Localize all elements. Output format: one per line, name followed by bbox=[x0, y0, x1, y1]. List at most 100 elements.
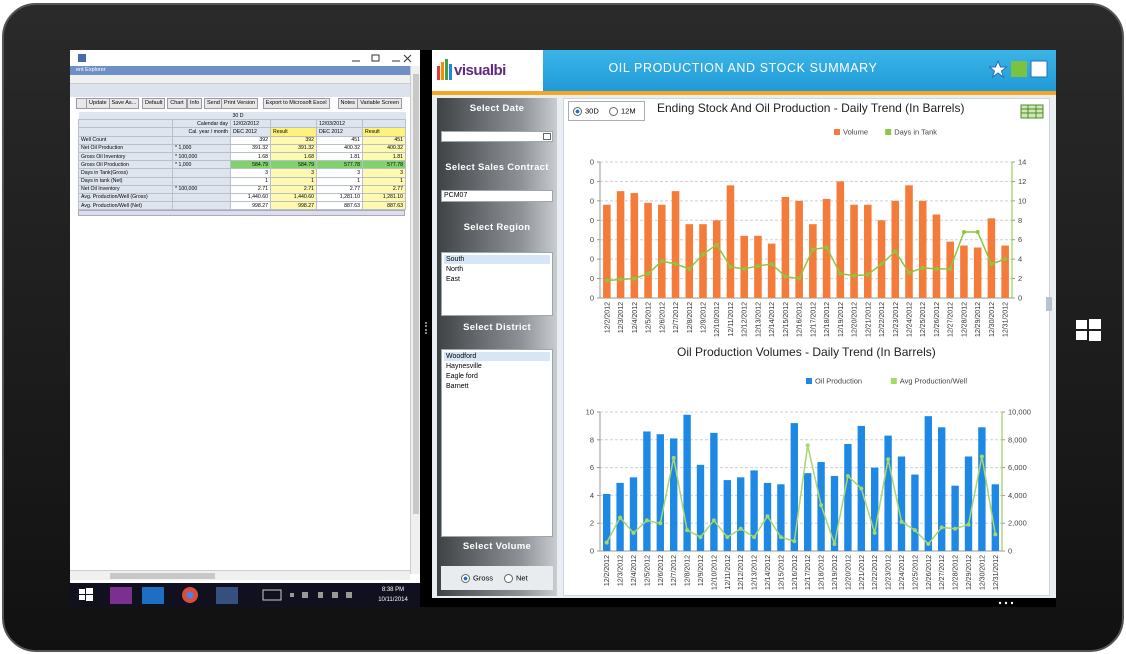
dashboard-title: OIL PRODUCTION AND STOCK SUMMARY bbox=[608, 61, 878, 75]
bar bbox=[781, 196, 790, 298]
x-tick-label: 12/21/2012 bbox=[865, 302, 872, 337]
table-cell bbox=[78, 119, 173, 129]
radio-label: 30D bbox=[585, 106, 599, 116]
line-point bbox=[671, 455, 676, 460]
bar bbox=[671, 191, 680, 298]
bar bbox=[987, 218, 996, 298]
bar bbox=[871, 467, 879, 551]
table-cell bbox=[172, 168, 231, 178]
line-point bbox=[714, 242, 719, 247]
date-input[interactable] bbox=[441, 131, 553, 142]
line bbox=[606, 231, 1006, 282]
bar bbox=[905, 185, 913, 298]
radio-option[interactable]: Net bbox=[504, 573, 528, 583]
list-option[interactable]: South bbox=[444, 255, 550, 264]
table-view-icon[interactable] bbox=[1020, 104, 1044, 119]
filter-heading: Select Date bbox=[469, 103, 525, 114]
region-list: South North East bbox=[441, 252, 553, 316]
toolbar-button[interactable]: Notes bbox=[337, 98, 358, 109]
toolbar-button[interactable]: Info bbox=[187, 98, 203, 109]
taskbar: 8:38 PM 10/11/2014 bbox=[70, 583, 420, 607]
toolbar-button[interactable]: Save As... bbox=[108, 98, 140, 109]
line-point bbox=[845, 473, 850, 478]
table-cell: Gross Oil Inventory bbox=[78, 151, 173, 162]
address-bar[interactable] bbox=[70, 75, 420, 84]
horizontal-scrollbar[interactable] bbox=[70, 570, 410, 580]
x-tick-label: 12/4/2012 bbox=[632, 302, 639, 333]
x-tick-label: 12/5/2012 bbox=[646, 302, 653, 333]
list-option[interactable]: Haynesville bbox=[446, 363, 482, 370]
list-option[interactable]: Woodford bbox=[444, 352, 550, 361]
logo-area: visualbi bbox=[432, 50, 543, 91]
radio-option[interactable]: Gross bbox=[461, 573, 493, 583]
toolbar-button[interactable]: Variable Screen bbox=[357, 98, 402, 109]
x-tick-label: 12/22/2012 bbox=[872, 555, 879, 590]
table-cell: Avg. Production/Well (Gross) bbox=[78, 192, 173, 203]
bar bbox=[830, 475, 839, 551]
line-point bbox=[673, 262, 678, 266]
toolbar-button[interactable]: Update bbox=[86, 98, 110, 109]
list-option[interactable]: East bbox=[446, 276, 461, 283]
bar bbox=[924, 416, 932, 551]
line-point bbox=[912, 528, 917, 533]
toolbar-button[interactable]: Default bbox=[142, 98, 166, 109]
y-tick-label: 0 bbox=[590, 294, 594, 303]
toolbar-button[interactable]: Print Version bbox=[221, 98, 259, 109]
line-point bbox=[989, 262, 994, 266]
line-point bbox=[859, 486, 864, 491]
line-point bbox=[939, 525, 944, 530]
bar bbox=[656, 434, 664, 551]
x-tick-label: 12/27/2012 bbox=[948, 302, 955, 337]
toolbar-button[interactable]: Export to Microsoft Excel bbox=[262, 98, 330, 109]
line-point bbox=[975, 229, 980, 234]
list-option[interactable]: Eagle ford bbox=[446, 373, 478, 380]
bar bbox=[911, 474, 919, 551]
y2-tick-label: 2 bbox=[1018, 274, 1022, 283]
title-bar bbox=[70, 50, 420, 66]
x-tick-label: 12/18/2012 bbox=[824, 302, 831, 337]
toolbar-button[interactable]: Chart bbox=[167, 98, 187, 109]
table-cell bbox=[172, 112, 231, 120]
table-cell: 2.71 bbox=[270, 184, 317, 194]
line-point bbox=[797, 276, 802, 281]
taskbar-icons[interactable] bbox=[70, 583, 370, 607]
browser-window: ent Explorer Update Save As... Default Char… bbox=[70, 50, 420, 583]
table-cell: * 1,000 bbox=[172, 143, 231, 153]
table-cell: 998.27 bbox=[230, 201, 271, 211]
contract-dropdown[interactable]: PCM07 bbox=[441, 190, 553, 202]
header-icons[interactable] bbox=[989, 58, 1051, 80]
table-row: Days in Tank(Gross) 3 3 3 3 bbox=[78, 168, 406, 178]
vertical-scrollbar[interactable] bbox=[410, 66, 420, 574]
line-point bbox=[819, 503, 824, 508]
x-tick-label: 12/15/2012 bbox=[783, 302, 790, 337]
line-point bbox=[618, 277, 623, 282]
line-point bbox=[966, 522, 971, 527]
filter-heading: Select District bbox=[463, 322, 531, 333]
list-option[interactable]: Barnett bbox=[446, 383, 469, 390]
app-bar-dots[interactable] bbox=[996, 600, 1016, 606]
windows-button[interactable] bbox=[1074, 318, 1102, 342]
radio-option[interactable]: 30D bbox=[573, 106, 599, 116]
bar bbox=[603, 494, 611, 551]
radio-circle bbox=[461, 573, 470, 583]
table-cell bbox=[172, 135, 231, 145]
radio-option[interactable]: 12M bbox=[609, 106, 636, 116]
x-tick-label: 12/21/2012 bbox=[859, 555, 866, 590]
bar bbox=[836, 181, 845, 298]
y-tick-label: 8 bbox=[590, 435, 594, 444]
line-point bbox=[792, 539, 797, 544]
legend-label: Oil Production bbox=[815, 377, 862, 386]
list-option[interactable]: North bbox=[446, 266, 464, 273]
x-tick-label: 12/27/2012 bbox=[939, 555, 946, 590]
table-scrollbar[interactable] bbox=[78, 210, 405, 216]
snap-divider[interactable] bbox=[420, 50, 432, 607]
line-point bbox=[631, 530, 636, 535]
line-point bbox=[701, 252, 705, 257]
table-cell: 3 bbox=[230, 168, 271, 178]
bar bbox=[670, 438, 678, 551]
y2-tick-label: 4,000 bbox=[1008, 491, 1027, 500]
bar bbox=[710, 432, 718, 551]
y2-tick-label: 12 bbox=[1018, 177, 1026, 186]
panel-handle[interactable] bbox=[1046, 297, 1052, 311]
